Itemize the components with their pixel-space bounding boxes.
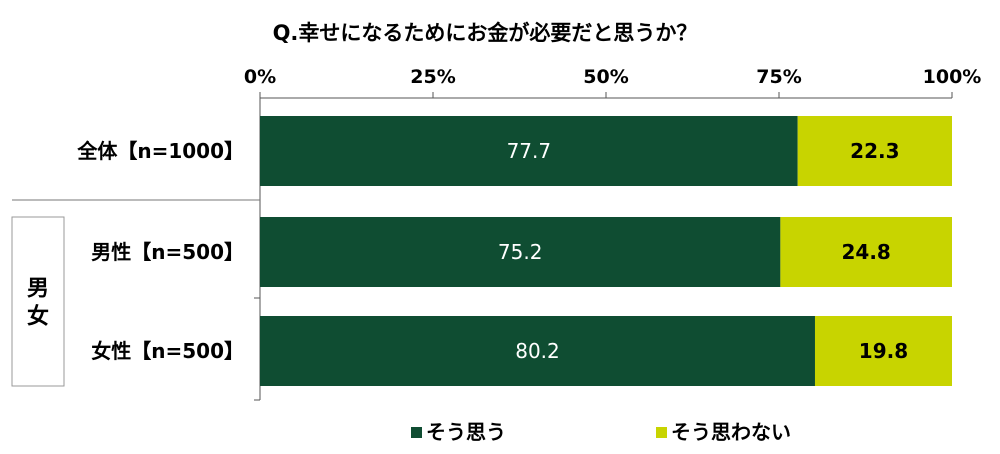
legend-label: そう思わない: [671, 420, 791, 444]
group-box: [11, 216, 65, 387]
category-label: 全体【n=1000】: [76, 139, 244, 163]
bar-agree: [260, 316, 815, 386]
bar-layer: 77.7 22.3 75.2 24.8 80.2 19.8: [260, 116, 952, 386]
data-label: 80.2: [515, 339, 560, 363]
group-label: 男: [27, 277, 49, 302]
data-label: 24.8: [842, 240, 891, 264]
bar-agree: [260, 217, 781, 287]
x-tick-label: 0%: [244, 66, 276, 88]
chart-title: Q.幸せになるためにお金が必要だと思うか？: [273, 21, 698, 45]
category-labels: 全体【n=1000】男性【n=500】女性【n=500】 男女: [11, 139, 244, 387]
x-tick-label: 25%: [410, 66, 455, 88]
category-label: 男性【n=500】: [91, 240, 244, 264]
data-label: 75.2: [498, 240, 543, 264]
data-label: 77.7: [507, 139, 552, 163]
legend-swatch: [656, 427, 667, 438]
data-label: 22.3: [850, 139, 899, 163]
axis-layer: 0% 25% 50% 75% 100%: [12, 66, 982, 401]
legend: そう思う そう思わない: [411, 420, 791, 444]
legend-label: そう思う: [426, 420, 506, 444]
category-label: 女性【n=500】: [91, 339, 244, 363]
x-tick-label: 100%: [923, 66, 982, 88]
x-tick-label: 75%: [756, 66, 801, 88]
bar-disagree: [780, 217, 952, 287]
bar-disagree: [814, 316, 952, 386]
bar-disagree: [797, 116, 952, 186]
legend-swatch: [411, 427, 422, 438]
x-tick-label: 50%: [583, 66, 628, 88]
data-label: 19.8: [859, 339, 908, 363]
group-label: 女: [27, 304, 49, 330]
bar-agree: [260, 116, 798, 186]
